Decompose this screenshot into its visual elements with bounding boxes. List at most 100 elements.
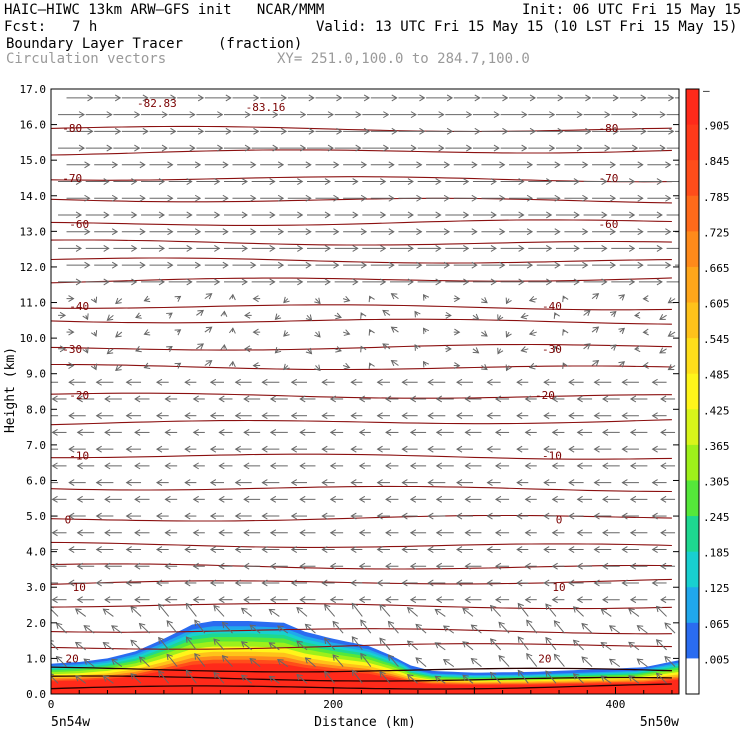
wind-vector: [426, 261, 451, 269]
wind-vector-head: [221, 621, 229, 629]
wind-vector: [564, 94, 592, 102]
wind-vector-shaft: [472, 314, 479, 320]
wind-vector: [234, 479, 252, 487]
wind-vector: [192, 462, 205, 470]
wind-vector-head: [135, 312, 142, 319]
wind-vector: [629, 428, 648, 436]
wind-vector-head: [158, 245, 166, 252]
wind-vector: [387, 620, 399, 634]
wind-vector: [524, 395, 537, 403]
wind-vector-head: [192, 596, 199, 604]
wind-vector-head: [585, 127, 592, 135]
wind-vector-head: [416, 261, 423, 269]
wind-vector-shaft: [656, 606, 667, 617]
wind-vector-head: [214, 278, 221, 286]
wind-vector: [426, 194, 451, 202]
colorbar-swatch: [686, 444, 699, 481]
wind-vector: [568, 479, 584, 487]
wind-vector-head: [416, 161, 423, 169]
contour-label: -82.83: [137, 97, 177, 110]
wind-vector-head: [655, 672, 663, 680]
contour-label: -60: [69, 218, 89, 231]
wind-vector: [329, 562, 344, 570]
wind-vector-head: [234, 512, 241, 520]
wind-vector-head: [90, 330, 98, 337]
wind-vector: [58, 278, 83, 286]
wind-vector: [564, 228, 589, 236]
wind-vector-head: [269, 462, 277, 470]
wind-vector-head: [524, 495, 531, 503]
wind-vector-head: [329, 562, 337, 570]
wind-vector-shaft: [324, 604, 336, 617]
wind-vector: [85, 211, 110, 219]
wind-vector-head: [621, 378, 628, 386]
wind-vector: [666, 247, 679, 249]
wind-vector: [138, 656, 150, 667]
y-tick-label: 9.0: [26, 368, 46, 381]
y-tick-label: 10.0: [20, 332, 47, 345]
wind-vector: [113, 178, 138, 185]
wind-vector-head: [186, 178, 193, 185]
wind-vector-head: [329, 462, 337, 470]
wind-vector: [224, 245, 248, 252]
wind-vector: [385, 562, 399, 570]
wind-vector: [553, 312, 560, 319]
wind-vector-head: [350, 378, 357, 386]
wind-vector-shaft: [222, 655, 233, 667]
wind-vector: [277, 659, 289, 668]
wind-vector-head: [134, 495, 141, 503]
wind-vector-shaft: [435, 608, 446, 617]
colorbar-frame: [685, 88, 700, 695]
wind-vector-head: [659, 111, 666, 119]
wind-vector-head: [621, 546, 628, 553]
wind-vector-head: [111, 658, 118, 665]
wind-vector: [209, 579, 225, 587]
contour-label: -80: [599, 122, 619, 135]
wind-vector-head: [114, 127, 122, 135]
wind-vector-head: [380, 211, 387, 219]
wind-vector-head: [225, 94, 232, 102]
wind-vector: [55, 655, 67, 667]
wind-vector-head: [87, 94, 94, 102]
wind-vector: [95, 479, 114, 487]
wind-vector: [494, 428, 510, 436]
wind-vector: [251, 144, 279, 152]
wind-vector: [279, 245, 304, 252]
wind-vector-head: [409, 529, 417, 537]
wind-vector-head: [76, 529, 83, 537]
wind-vector-head: [332, 654, 339, 661]
wind-vector-head: [335, 346, 342, 353]
wind-vector-head: [360, 194, 368, 202]
wind-vector-head: [269, 529, 277, 537]
wind-vector-head: [134, 462, 141, 470]
wind-vector-head: [299, 395, 306, 403]
wind-vector: [472, 313, 480, 320]
wind-vector-head: [103, 278, 110, 286]
wind-vector: [611, 111, 639, 119]
wind-vector: [611, 144, 639, 152]
wind-vector: [481, 161, 506, 169]
wind-vector-head: [184, 412, 191, 420]
wind-vector: [528, 245, 553, 252]
wind-vector: [370, 261, 395, 269]
wind-vector-head: [194, 619, 201, 627]
wind-vector: [609, 310, 617, 318]
wind-vector-head: [438, 144, 445, 152]
wind-vector-head: [401, 479, 408, 487]
wind-vector-head: [358, 395, 366, 403]
wind-vector-shaft: [51, 675, 59, 684]
wind-vector: [509, 161, 534, 169]
wind-vector-head: [593, 445, 600, 453]
wind-vector: [204, 94, 232, 102]
wind-vector-head: [466, 111, 473, 119]
wind-vector: [555, 111, 583, 119]
wind-vector-shaft: [481, 298, 488, 304]
wind-vector-head: [209, 412, 217, 420]
wind-vector-head: [385, 395, 392, 403]
wind-vector-head: [269, 428, 277, 436]
wind-vector-shaft: [668, 365, 676, 371]
temperature-contour-line: [51, 666, 672, 673]
colorbar-swatch: [686, 231, 699, 268]
wind-vector: [287, 161, 312, 169]
